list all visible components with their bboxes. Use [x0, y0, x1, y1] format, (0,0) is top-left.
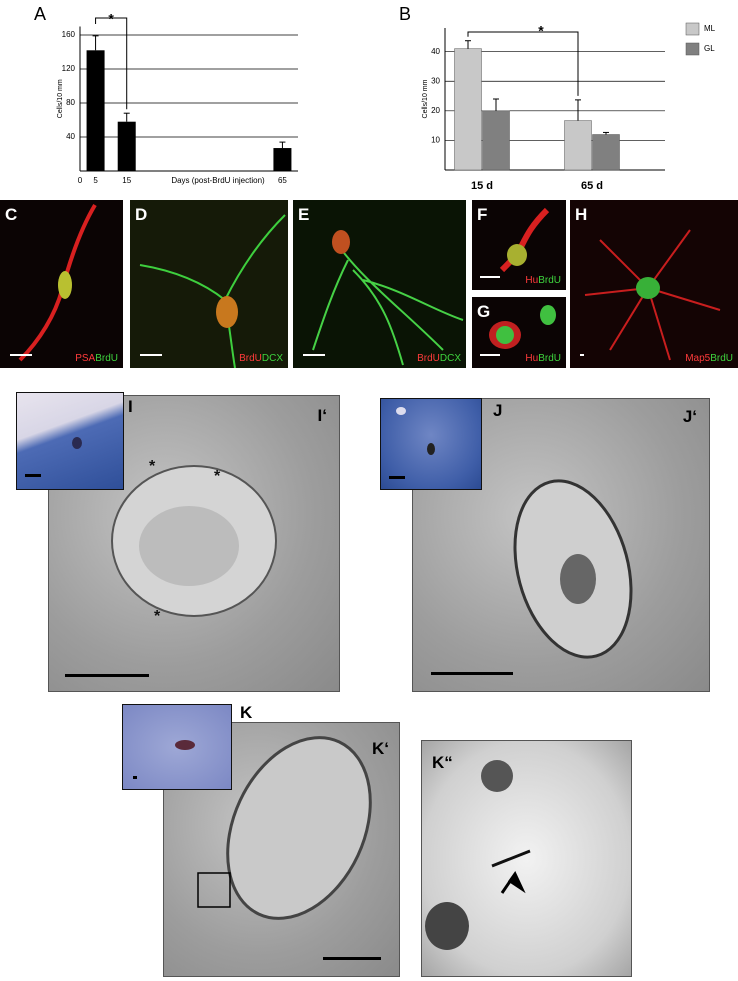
- stain-text: BrdU: [710, 353, 733, 364]
- panel-g: G HuBrdU: [472, 297, 566, 368]
- stain-text: Hu: [525, 275, 539, 286]
- stain-text: BrdU: [95, 353, 118, 364]
- y-axis-label: Cells/10 mm: [57, 79, 64, 118]
- stain-label: HuBrdU: [525, 353, 561, 364]
- panel-label: F: [477, 205, 488, 224]
- panel-label: K: [240, 703, 253, 722]
- stain-text: BrdU: [538, 275, 561, 286]
- panel-label: D: [135, 205, 148, 224]
- y-axis-label: Cells/10 mm: [422, 79, 429, 118]
- significance-bracket: [95, 17, 128, 110]
- stain-text: BrdU: [417, 353, 440, 364]
- x-tick-label: 65: [278, 176, 287, 185]
- stain-text: DCX: [261, 353, 283, 364]
- bar: [117, 121, 136, 171]
- annotation: *: [214, 468, 221, 485]
- panel-k2-em: K“: [421, 740, 632, 977]
- stain-label: HuBrdU: [525, 275, 561, 286]
- panel-label: I: [128, 397, 133, 416]
- annotation: *: [108, 11, 114, 27]
- x-tick-label: 5: [93, 176, 98, 185]
- y-tick-label: 80: [66, 98, 75, 107]
- panel-label: K“: [432, 753, 453, 772]
- panel-e: E BrdUDCX: [293, 200, 466, 368]
- stain-text: BrdU: [239, 353, 262, 364]
- significance-bracket: [467, 31, 579, 96]
- y-tick-label: 40: [66, 132, 75, 141]
- panel-label: E: [298, 205, 310, 224]
- inset-k: [122, 704, 232, 790]
- panel-label: H: [575, 205, 588, 224]
- stain-text: DCX: [439, 353, 461, 364]
- panel-label: J: [493, 401, 503, 420]
- panel-label: G: [477, 302, 491, 321]
- stain-label: BrdUDCX: [239, 353, 283, 364]
- panel-label: J‘: [682, 407, 697, 426]
- stain-label: Map5BrdU: [685, 353, 733, 364]
- y-tick-label: 10: [431, 136, 440, 145]
- annotation: *: [538, 23, 544, 39]
- panel-h: H Map5BrdU: [570, 200, 738, 368]
- bar: [86, 50, 105, 171]
- y-tick-label: 20: [431, 106, 440, 115]
- x-tick-label: 15: [122, 176, 131, 185]
- x-tick-label: 15 d: [471, 180, 493, 192]
- panel-f: F HuBrdU: [472, 200, 566, 290]
- x-tick-label: 65 d: [581, 180, 603, 192]
- stain-text: PSA: [75, 353, 96, 364]
- legend-swatch: [685, 22, 700, 36]
- annotation: *: [154, 608, 161, 625]
- bar: [482, 110, 510, 171]
- bar: [454, 48, 482, 171]
- panel-label: K‘: [372, 739, 389, 758]
- charts: A 40 80 120 160 Cells/10 mm 0 5 15 65 Days (post-B…: [34, 4, 716, 192]
- y-tick-label: 40: [431, 47, 440, 56]
- stain-text: Map5: [685, 353, 711, 364]
- panel-d: D BrdUDCX: [130, 200, 288, 368]
- bar: [273, 148, 292, 171]
- panel-label: B: [399, 4, 411, 24]
- x-tick-label: 0: [78, 176, 83, 185]
- panel-label: A: [34, 4, 46, 24]
- x-axis-label: Days (post-BrdU injection): [171, 176, 265, 185]
- legend-label: GL: [704, 44, 715, 53]
- y-tick-label: 30: [431, 76, 440, 85]
- panel-label: C: [5, 205, 18, 224]
- legend-swatch: [685, 42, 700, 56]
- panel-label: I‘: [317, 406, 327, 425]
- stain-label: PSABrdU: [75, 353, 118, 364]
- stain-text: BrdU: [538, 353, 561, 364]
- y-tick-label: 160: [62, 30, 76, 39]
- inset-j: [380, 398, 482, 490]
- legend-label: ML: [704, 24, 716, 33]
- bar: [592, 134, 620, 171]
- panel-c: C PSABrdU: [0, 200, 123, 368]
- annotation: *: [149, 458, 156, 475]
- inset-i: [16, 392, 124, 490]
- stain-text: Hu: [525, 353, 539, 364]
- bar: [564, 120, 592, 171]
- stain-label: BrdUDCX: [417, 353, 461, 364]
- y-tick-label: 120: [62, 64, 76, 73]
